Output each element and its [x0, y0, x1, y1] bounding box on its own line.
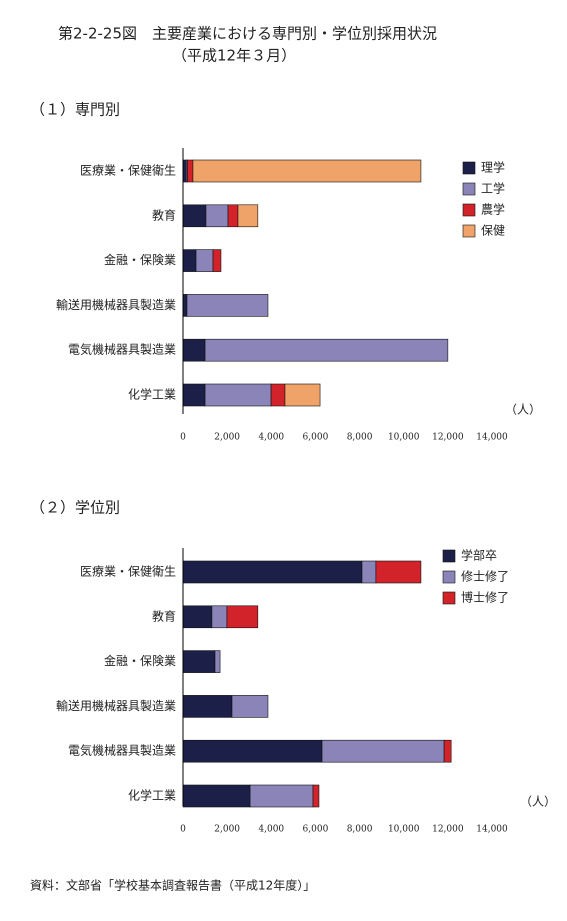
category-label: 輸送用機械器具製造業: [56, 297, 176, 312]
legend-label: 学部卒: [461, 548, 497, 563]
x-tick-label: 6,000: [303, 433, 329, 443]
legend-label: 修士修了: [461, 569, 509, 584]
bar-segment: [205, 204, 229, 228]
bar-segment: [214, 650, 221, 673]
bar-segment: [443, 739, 452, 763]
bar-segment: [187, 159, 194, 183]
legend-swatch: [462, 161, 476, 175]
bar-segment: [182, 249, 197, 272]
bar-segment: [186, 294, 269, 317]
legend-label: 理学: [481, 160, 505, 175]
x-unit: （人）: [520, 795, 556, 809]
legend-swatch: [442, 570, 456, 584]
legend-swatch: [462, 224, 476, 238]
x-tick-label: 14,000: [476, 825, 508, 835]
x-tick-label: 4,000: [258, 825, 284, 835]
x-tick-label: 12,000: [432, 825, 464, 835]
category-label: 金融・保険業: [104, 653, 176, 668]
bar-segment: [182, 294, 188, 317]
bar-segment: [270, 383, 286, 407]
category-label: 金融・保険業: [104, 252, 176, 267]
legend-label: 博士修了: [461, 590, 509, 605]
bar-segment: [321, 739, 445, 763]
bar-segment: [182, 650, 216, 673]
bar-segment: [375, 560, 422, 584]
category-label: 電気機械器具製造業: [68, 342, 176, 357]
bar-segment: [182, 739, 323, 763]
x-tick-label: 6,000: [303, 825, 329, 835]
bar-segment: [192, 159, 422, 183]
x-tick-label: 8,000: [347, 825, 373, 835]
legend-label: 工学: [481, 181, 505, 196]
x-tick-label: 10,000: [388, 433, 420, 443]
category-label: 教育: [152, 608, 176, 623]
x-tick-label: 8,000: [347, 433, 373, 443]
bar-segment: [231, 695, 269, 718]
category-label: 医療業・保健衛生: [80, 565, 176, 579]
bar-segment: [227, 204, 239, 228]
x-tick-label: 0: [180, 825, 186, 835]
bar-segment: [361, 560, 377, 584]
bar-segment: [182, 784, 251, 808]
legend-swatch: [462, 203, 476, 217]
category-label: 医療業・保健衛生: [80, 164, 176, 178]
bar-segment: [284, 383, 321, 407]
x-tick-label: 14,000: [476, 433, 508, 443]
page-title: 第2-2-25図 主要産業における専門別・学位別採用状況: [58, 25, 437, 43]
x-tick-label: 2,000: [214, 825, 240, 835]
legend-label: 保健: [481, 224, 505, 238]
bar-segment: [204, 338, 449, 362]
legend-swatch: [442, 549, 456, 563]
legend-swatch: [442, 591, 456, 605]
bar-segment: [226, 605, 259, 629]
bar-segment: [211, 605, 228, 629]
bar-segment: [182, 560, 363, 584]
bar-segment: [204, 383, 272, 407]
bar-segment: [182, 204, 207, 228]
x-unit: （人）: [505, 403, 541, 417]
bar-segment: [237, 204, 259, 228]
x-tick-label: 10,000: [388, 825, 420, 835]
bar-segment: [212, 249, 222, 272]
x-tick-label: 0: [180, 433, 186, 443]
bar-segment: [182, 605, 213, 629]
bar-segment: [182, 383, 206, 407]
legend-label: 農学: [481, 202, 505, 217]
x-tick-label: 2,000: [214, 433, 240, 443]
category-label: 電気機械器具製造業: [68, 743, 176, 758]
section-title: （１）専門別: [30, 101, 120, 119]
legend-swatch: [462, 182, 476, 196]
x-tick-label: 12,000: [432, 433, 464, 443]
bar-segment: [182, 338, 206, 362]
bar-segment: [195, 249, 214, 272]
bar-segment: [312, 784, 320, 808]
category-label: 化学工業: [128, 387, 176, 402]
source: 資料：文部省「学校基本調査報告書（平成12年度）」: [30, 878, 315, 893]
section-title: （２）学位別: [30, 499, 120, 517]
page-subtitle: （平成12年３月）: [172, 47, 296, 65]
bar-segment: [249, 784, 314, 808]
bar-segment: [182, 695, 233, 718]
x-tick-label: 4,000: [258, 433, 284, 443]
category-label: 化学工業: [128, 788, 176, 803]
category-label: 教育: [152, 207, 176, 222]
category-label: 輸送用機械器具製造業: [56, 698, 176, 713]
